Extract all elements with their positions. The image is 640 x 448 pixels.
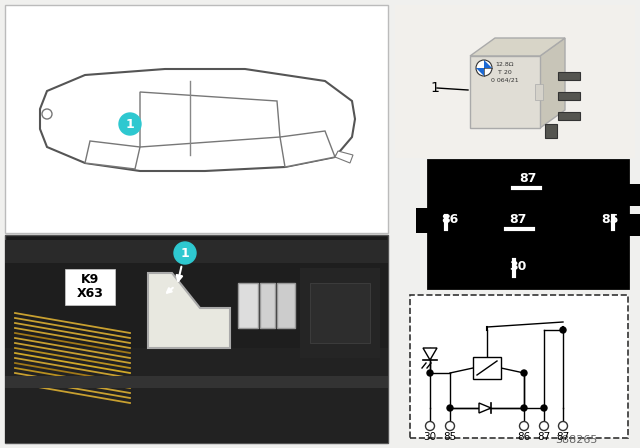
Bar [558,112,580,120]
Circle shape [174,242,196,264]
Polygon shape [140,92,280,147]
Bar [410,295,628,438]
Bar [5,5,388,233]
Bar [558,72,580,80]
Bar [300,268,380,358]
Polygon shape [479,403,491,413]
Bar [310,283,370,343]
Text: 1: 1 [180,246,189,259]
Text: 30: 30 [424,432,436,442]
Bar [535,84,543,100]
Text: 87: 87 [519,172,537,185]
Bar [470,56,540,128]
Text: 0 064/21: 0 064/21 [491,78,519,82]
Circle shape [42,109,52,119]
Bar [238,283,258,328]
Bar [473,357,501,379]
Polygon shape [423,348,437,360]
Polygon shape [470,38,565,56]
Bar [5,343,388,443]
Circle shape [426,422,435,431]
Text: X63: X63 [77,287,104,300]
Text: 12.8Ω: 12.8Ω [496,61,515,66]
Circle shape [559,422,568,431]
Text: 87: 87 [538,432,550,442]
Bar [428,160,628,288]
Polygon shape [484,60,492,68]
Circle shape [560,327,566,333]
Bar [5,263,388,348]
Circle shape [476,60,492,76]
Bar [395,5,635,158]
Text: 85: 85 [444,432,456,442]
Polygon shape [40,69,355,171]
Text: 86: 86 [517,432,531,442]
Text: 87: 87 [556,432,570,442]
Polygon shape [335,151,353,163]
Text: 87: 87 [509,212,527,225]
Text: 30: 30 [509,259,527,272]
Circle shape [445,422,454,431]
Circle shape [541,405,547,411]
Circle shape [447,405,453,411]
Circle shape [119,113,141,135]
Polygon shape [628,214,640,236]
Polygon shape [476,68,484,76]
Text: T 20: T 20 [498,69,512,74]
Circle shape [427,370,433,376]
Bar [260,283,275,328]
Polygon shape [148,273,230,348]
Polygon shape [280,131,335,167]
Text: 1: 1 [430,81,439,95]
Text: 388265: 388265 [556,435,598,445]
Polygon shape [628,184,640,206]
Circle shape [521,405,527,411]
Text: K9: K9 [81,272,99,285]
Text: 85: 85 [602,212,619,225]
Bar [558,92,580,100]
Text: 86: 86 [442,212,459,225]
Polygon shape [416,208,428,233]
Bar [65,269,115,305]
Text: 1: 1 [125,117,134,130]
Bar [5,235,388,443]
Polygon shape [85,141,140,169]
Bar [5,240,388,265]
Polygon shape [540,38,565,128]
Circle shape [521,370,527,376]
Bar [545,124,557,138]
Circle shape [520,422,529,431]
Circle shape [540,422,548,431]
Bar [277,283,295,328]
Bar [5,376,388,388]
